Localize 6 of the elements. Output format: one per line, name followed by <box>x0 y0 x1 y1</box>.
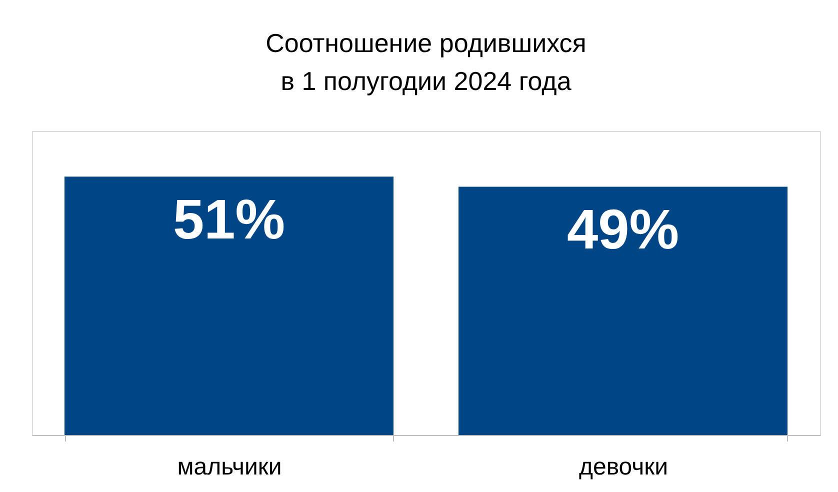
data-label: 49% <box>566 198 680 261</box>
text: в 1 полугодии 2024 года <box>280 66 572 96</box>
data-label: 51% <box>172 188 286 251</box>
text: Соотношение родившихся <box>266 28 586 58</box>
x-tick-label: девочки <box>578 454 668 480</box>
x-tick-label: мальчики <box>177 454 282 480</box>
